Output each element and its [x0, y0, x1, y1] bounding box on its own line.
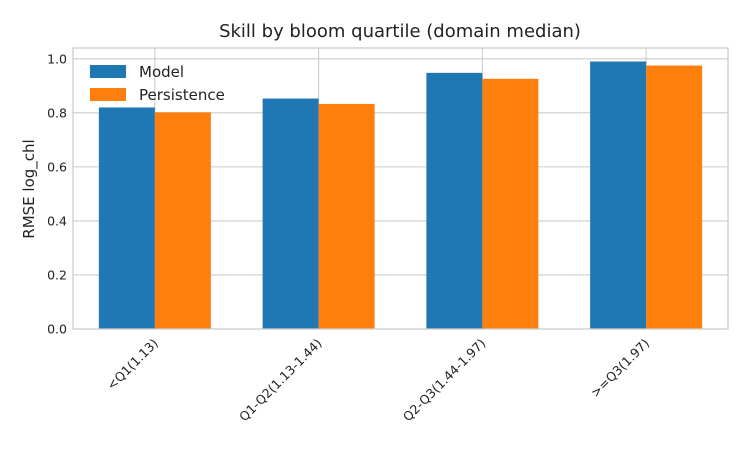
y-tick-label: 0.2 [47, 267, 67, 282]
plot-frame [72, 47, 729, 330]
y-tick-label: 0.4 [47, 213, 67, 228]
bar-persistence [646, 65, 703, 329]
legend-label-model: Model [139, 63, 184, 81]
bar-persistence [318, 103, 375, 329]
y-tick-label: 0.6 [47, 159, 67, 174]
legend-swatch-persistence [90, 88, 126, 101]
y-tick-label: 0.0 [47, 322, 67, 337]
x-tick-label: Q2-Q3(1.44-1.97) [400, 336, 489, 425]
bar-model [590, 61, 647, 330]
bar-model [98, 107, 155, 329]
bar-persistence [154, 112, 211, 329]
chart-title: Skill by bloom quartile (domain median) [219, 21, 581, 42]
y-tick-label: 1.0 [47, 51, 67, 66]
x-tick-label: >=Q3(1.97) [588, 336, 653, 401]
x-tick-label: Q1-Q2(1.13-1.44) [236, 336, 325, 425]
y-tick-label: 0.8 [47, 105, 67, 120]
bar-model [262, 98, 319, 329]
legend-label-persistence: Persistence [139, 86, 225, 104]
x-tick-label: <Q1(1.13) [104, 336, 161, 393]
bar-model [426, 72, 483, 329]
bars-layer [98, 61, 703, 330]
bar-persistence [482, 78, 539, 329]
y-axis-label: RMSE log_chl [20, 139, 39, 238]
legend: Model Persistence [90, 63, 225, 104]
legend-swatch-model [90, 65, 126, 78]
